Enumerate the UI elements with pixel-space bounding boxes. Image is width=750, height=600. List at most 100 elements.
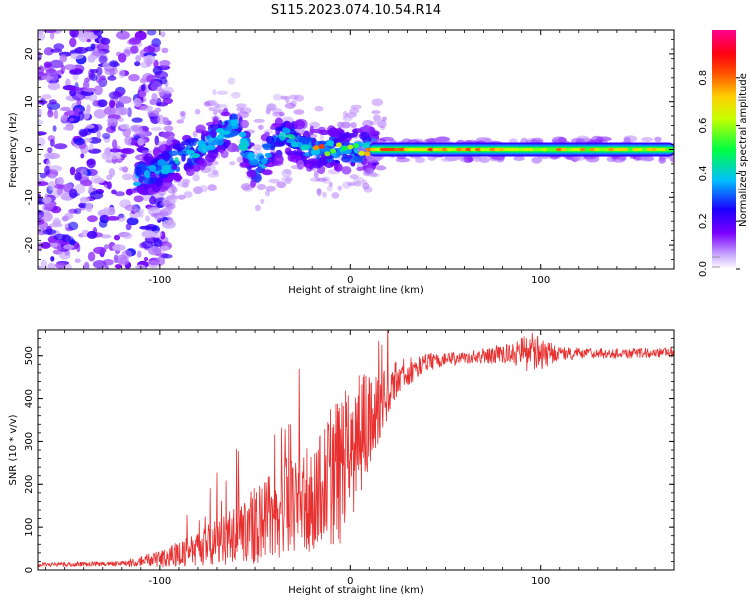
- heatmap-cell: [70, 52, 84, 60]
- heatmap-cell: [288, 94, 299, 100]
- heatmap-cell: [174, 157, 179, 164]
- heatmap-cell: [84, 261, 90, 269]
- heatmap-cell: [98, 55, 108, 64]
- heatmap-cell: [320, 153, 327, 163]
- heatmap-cell: [109, 100, 116, 108]
- heatmap-cell: [89, 143, 94, 151]
- heatmap-cell: [145, 215, 151, 222]
- heatmap-cell: [49, 59, 64, 69]
- heatmap-cell: [134, 61, 141, 67]
- heatmap-cell: [87, 127, 95, 133]
- heatmap-cell: [63, 126, 72, 131]
- heatmap-cell: [463, 155, 474, 163]
- heatmap-cell: [176, 119, 185, 124]
- heatmap-cell: [585, 155, 600, 163]
- heatmap-cell: [128, 37, 142, 45]
- heatmap-cell: [279, 111, 285, 117]
- heatmap-cell: [284, 177, 292, 185]
- heatmap-cell: [93, 246, 107, 255]
- heatmap-cell: [301, 144, 311, 150]
- heatmap-cell: [314, 105, 324, 112]
- heatmap-cell: [207, 172, 220, 178]
- heatmap-cell: [246, 169, 257, 178]
- heatmap-cell: [142, 194, 151, 201]
- heatmap-cell: [38, 65, 44, 75]
- spectrogram-heatmap: [38, 30, 685, 269]
- heatmap-cell: [166, 186, 178, 194]
- heatmap-cell: [83, 137, 93, 143]
- heatmap-cell: [136, 250, 142, 258]
- heatmap-cell: [479, 156, 490, 163]
- heatmap-cell: [102, 259, 114, 266]
- heatmap-cell: [280, 95, 288, 100]
- heatmap-cell: [112, 139, 118, 150]
- heatmap-cell: [53, 184, 65, 190]
- heatmap-cell: [220, 130, 231, 135]
- heatmap-cell: [157, 141, 163, 147]
- heatmap-cell: [52, 219, 62, 226]
- heatmap-cell: [226, 142, 238, 153]
- heatmap-cell: [133, 208, 145, 214]
- heatmap-cell: [185, 149, 195, 155]
- heatmap-cell: [124, 135, 132, 146]
- heatmap-cell: [318, 129, 330, 135]
- heatmap-cell: [106, 181, 112, 190]
- x-tick-label: 100: [531, 275, 550, 286]
- heatmap-cell: [371, 98, 384, 107]
- snr-y-ticks: 0 100 200 300 400 500: [24, 329, 674, 573]
- heatmap-cell: [235, 145, 240, 153]
- heatmap-cell: [148, 164, 157, 172]
- heatmap-cell: [161, 47, 169, 54]
- heatmap-cell: [284, 102, 296, 109]
- heatmap-cell: [216, 134, 224, 141]
- heatmap-cell: [38, 108, 42, 117]
- heatmap-cell: [276, 181, 287, 189]
- heatmap-cell: [220, 111, 231, 117]
- heatmap-cell: [641, 137, 654, 142]
- heatmap-cell: [268, 178, 280, 184]
- heatmap-cell: [135, 264, 146, 269]
- heatmap-cell: [105, 155, 118, 160]
- heatmap-cell: [41, 94, 52, 100]
- heatmap-cell: [97, 42, 110, 52]
- heatmap-cell: [42, 228, 57, 235]
- y-tick-label: 100: [24, 518, 35, 537]
- heatmap-cell: [551, 136, 568, 144]
- heatmap-cell: [42, 196, 52, 204]
- heatmap-cell: [108, 118, 119, 127]
- heatmap-cell: [227, 77, 236, 85]
- heatmap-cell: [74, 184, 86, 194]
- heatmap-cell: [209, 128, 217, 139]
- heatmap-cell: [207, 184, 217, 192]
- heatmap-cell: [38, 131, 47, 136]
- heatmap-cell: [64, 64, 77, 71]
- heatmap-cell: [188, 138, 194, 147]
- heatmap-cell: [201, 130, 210, 136]
- heatmap-cell: [238, 145, 248, 151]
- colorbar-tick-label: 0.0: [698, 261, 709, 277]
- heatmap-cell: [163, 165, 171, 170]
- heatmap-cell: [79, 196, 90, 203]
- heatmap-cell: [165, 139, 173, 146]
- heatmap-cell: [52, 125, 57, 132]
- heatmap-cell: [322, 191, 327, 198]
- heatmap-cell: [197, 159, 204, 165]
- heatmap-cell: [126, 217, 139, 226]
- heatmap-cell: [340, 133, 351, 139]
- heatmap-cell: [266, 105, 272, 110]
- heatmap-cell: [148, 246, 160, 256]
- heatmap-cell: [177, 181, 189, 188]
- heatmap-cell: [212, 119, 219, 126]
- heatmap-cell: [139, 225, 153, 230]
- heatmap-cell: [125, 223, 132, 231]
- heatmap-cell: [147, 206, 155, 211]
- heatmap-cell: [212, 89, 217, 96]
- heatmap-cell: [60, 106, 71, 112]
- heatmap-cell: [674, 156, 685, 163]
- heatmap-cell: [80, 153, 85, 159]
- heatmap-cell: [253, 118, 265, 123]
- heatmap-cell: [44, 165, 51, 175]
- y-tick-label: 400: [24, 389, 35, 408]
